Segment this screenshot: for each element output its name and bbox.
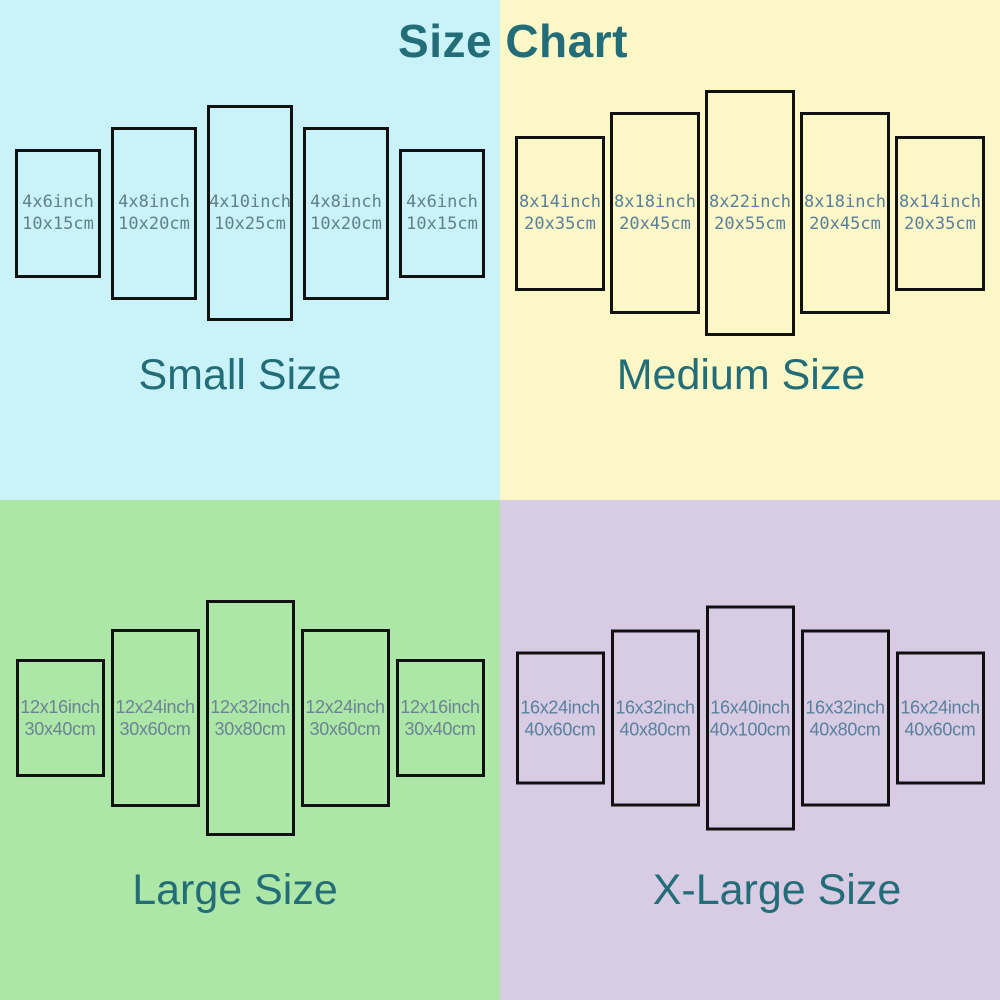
panel-size-cm: 30x60cm bbox=[119, 719, 191, 739]
panel-size-cm: 20x35cm bbox=[524, 214, 596, 234]
panel-size-cm: 30x40cm bbox=[24, 719, 96, 739]
quadrant-large-size: 12x16inch 30x40cm 12x24inch 30x60cm 12x32inc… bbox=[0, 500, 500, 1000]
panel-size-inch: 4x8inch bbox=[118, 192, 190, 212]
panel-size-cm: 10x15cm bbox=[22, 214, 94, 234]
panel-arrangement-medium: 8x14inch 20x35cm 8x18inch 20x45cm 8x22inch 20… bbox=[500, 90, 1000, 336]
size-label-medium: Medium Size bbox=[616, 351, 866, 399]
panel-size-cm: 30x40cm bbox=[404, 719, 476, 739]
panel-size-inch: 4x6inch bbox=[22, 192, 94, 212]
panel-size-cm: 40x60cm bbox=[524, 719, 596, 739]
panel-size-inch: 4x6inch bbox=[406, 192, 478, 212]
canvas-panel: 8x14inch 20x35cm bbox=[895, 135, 985, 291]
panel-size-cm: 10x20cm bbox=[118, 214, 190, 234]
quadrant-xlarge-size: 16x24inch 40x60cm 16x32inch 40x80cm 16x40inc… bbox=[500, 500, 1000, 1000]
quadrant-small-size: 4x6inch 10x15cm 4x8inch 10x20cm 4x10inch 10x2… bbox=[0, 0, 500, 500]
canvas-panel: 4x6inch 10x15cm bbox=[399, 148, 485, 278]
panel-size-inch: 16x24inch bbox=[520, 697, 600, 717]
canvas-panel: 16x24inch 40x60cm bbox=[895, 651, 985, 785]
panel-size-inch: 16x24inch bbox=[900, 697, 980, 717]
canvas-panel: 12x32inch 30x80cm bbox=[205, 600, 295, 836]
canvas-panel: 8x14inch 20x35cm bbox=[515, 135, 605, 291]
panel-size-inch: 8x18inch bbox=[614, 192, 696, 212]
panel-size-cm: 10x25cm bbox=[214, 214, 286, 234]
panel-size-inch: 16x40inch bbox=[710, 697, 790, 717]
canvas-panel: 16x32inch 40x80cm bbox=[610, 629, 700, 807]
panel-size-cm: 40x60cm bbox=[904, 719, 976, 739]
panel-size-inch: 12x24inch bbox=[305, 697, 385, 717]
page-title: Size Chart bbox=[398, 15, 628, 67]
panel-size-inch: 12x16inch bbox=[20, 697, 100, 717]
panel-size-inch: 16x32inch bbox=[615, 697, 695, 717]
panel-size-inch: 16x32inch bbox=[805, 697, 885, 717]
panel-size-inch: 8x14inch bbox=[899, 192, 981, 212]
panel-size-cm: 20x55cm bbox=[714, 214, 786, 234]
panel-size-inch: 4x10inch bbox=[209, 192, 291, 212]
quadrant-medium-size: 8x14inch 20x35cm 8x18inch 20x45cm 8x22inch 20… bbox=[500, 0, 1000, 500]
panel-size-cm: 10x15cm bbox=[406, 214, 478, 234]
canvas-panel: 16x40inch 40x100cm bbox=[705, 605, 795, 831]
panel-size-inch: 12x16inch bbox=[400, 697, 480, 717]
panel-size-cm: 20x35cm bbox=[904, 214, 976, 234]
canvas-panel: 12x24inch 30x60cm bbox=[110, 629, 200, 807]
canvas-panel: 8x18inch 20x45cm bbox=[610, 112, 700, 314]
canvas-panel: 12x16inch 30x40cm bbox=[15, 659, 105, 777]
panel-arrangement-large: 12x16inch 30x40cm 12x24inch 30x60cm 12x32inc… bbox=[0, 600, 500, 836]
canvas-panel: 12x24inch 30x60cm bbox=[300, 629, 390, 807]
size-label-xlarge: X-Large Size bbox=[652, 866, 902, 914]
panel-size-cm: 40x80cm bbox=[619, 719, 691, 739]
panel-size-cm: 30x60cm bbox=[309, 719, 381, 739]
canvas-panel: 4x8inch 10x20cm bbox=[111, 126, 197, 300]
panel-size-cm: 30x80cm bbox=[214, 719, 286, 739]
canvas-panel: 16x32inch 40x80cm bbox=[800, 629, 890, 807]
canvas-panel: 16x24inch 40x60cm bbox=[515, 651, 605, 785]
canvas-panel: 8x22inch 20x55cm bbox=[705, 90, 795, 336]
canvas-panel: 4x8inch 10x20cm bbox=[303, 126, 389, 300]
canvas-panel: 4x10inch 10x25cm bbox=[207, 105, 293, 321]
canvas-panel: 8x18inch 20x45cm bbox=[800, 112, 890, 314]
size-label-small: Small Size bbox=[138, 351, 342, 399]
panel-size-inch: 12x24inch bbox=[115, 697, 195, 717]
panel-size-inch: 12x32inch bbox=[210, 697, 290, 717]
panel-size-cm: 20x45cm bbox=[809, 214, 881, 234]
canvas-panel: 12x16inch 30x40cm bbox=[395, 659, 485, 777]
panel-size-inch: 8x14inch bbox=[519, 192, 601, 212]
panel-arrangement-xlarge: 16x24inch 40x60cm 16x32inch 40x80cm 16x40inc… bbox=[500, 605, 1000, 831]
panel-size-inch: 8x22inch bbox=[709, 192, 791, 212]
size-label-large: Large Size bbox=[132, 866, 338, 914]
canvas-panel: 4x6inch 10x15cm bbox=[15, 148, 101, 278]
panel-size-cm: 20x45cm bbox=[619, 214, 691, 234]
panel-size-inch: 4x8inch bbox=[310, 192, 382, 212]
panel-arrangement-small: 4x6inch 10x15cm 4x8inch 10x20cm 4x10inch 10x2… bbox=[0, 105, 500, 321]
panel-size-inch: 8x18inch bbox=[804, 192, 886, 212]
panel-size-cm: 10x20cm bbox=[310, 214, 382, 234]
panel-size-cm: 40x100cm bbox=[709, 719, 791, 739]
panel-size-cm: 40x80cm bbox=[809, 719, 881, 739]
